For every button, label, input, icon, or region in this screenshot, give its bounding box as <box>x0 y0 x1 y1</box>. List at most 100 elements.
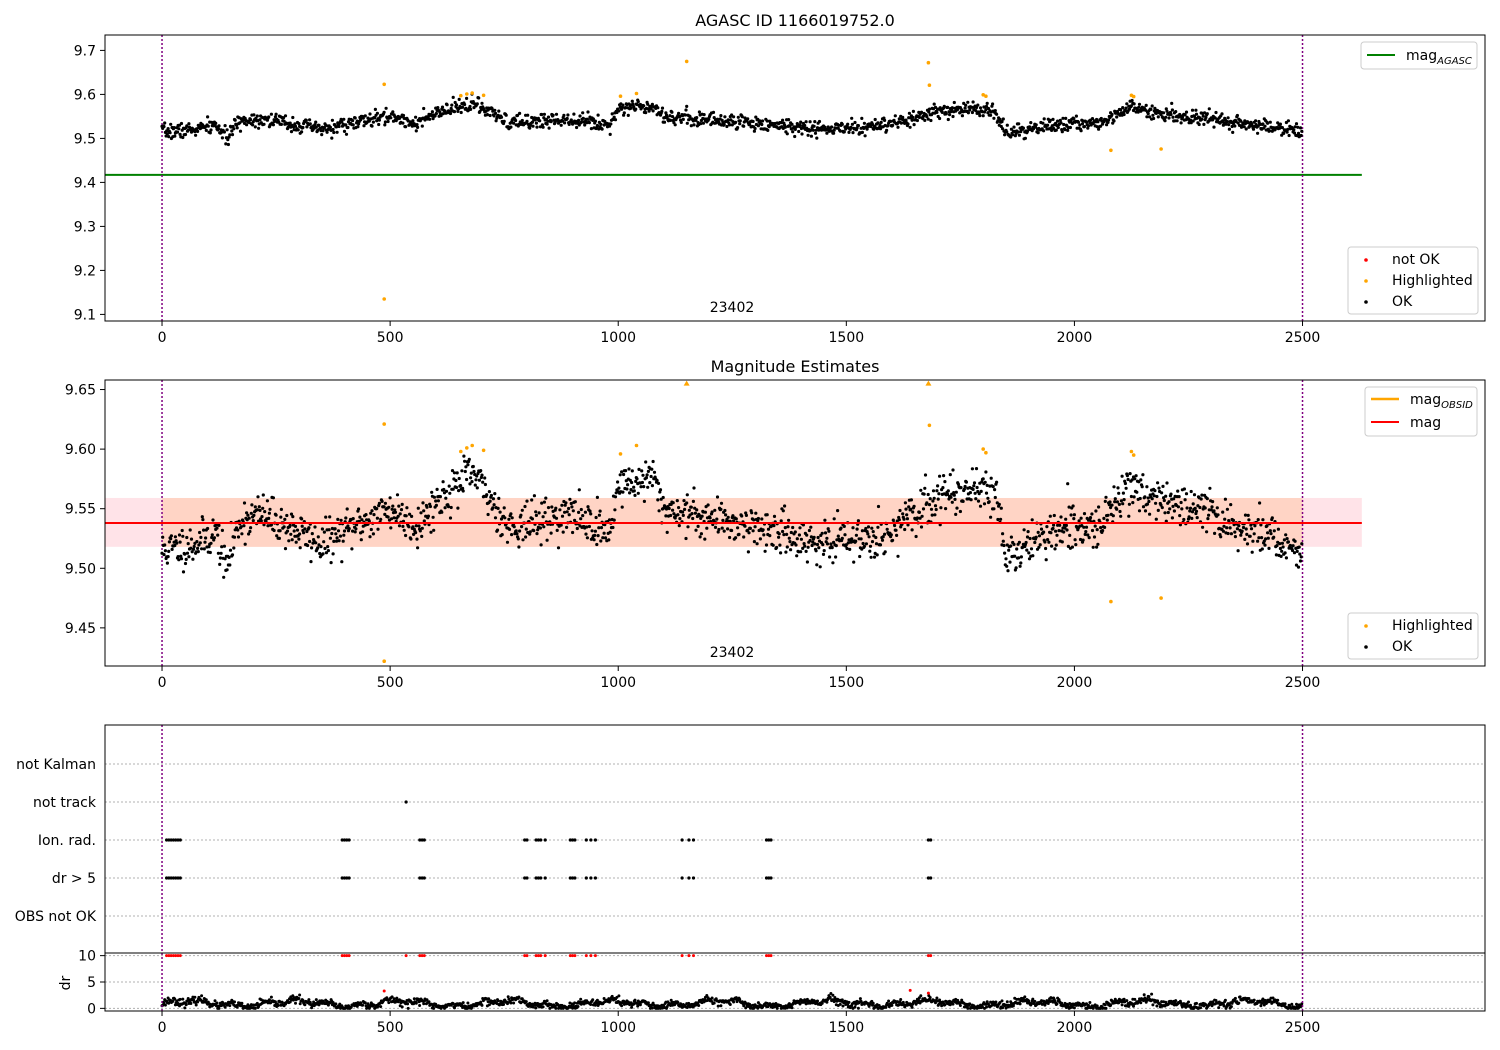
ok-point <box>646 485 650 489</box>
ok-point <box>563 510 567 514</box>
ok-point <box>1282 538 1286 542</box>
ok-point <box>766 128 770 132</box>
ok-point <box>414 524 418 528</box>
ok-point <box>433 114 437 118</box>
ok-point <box>428 117 432 121</box>
ok-point <box>208 550 212 555</box>
ok-point <box>254 116 258 120</box>
ok-point <box>876 121 880 125</box>
ok-point <box>518 111 522 115</box>
ok-point <box>192 547 196 551</box>
ok-point <box>941 486 945 490</box>
ok-point <box>235 126 239 130</box>
flag-point <box>926 838 931 842</box>
ok-point <box>461 489 465 493</box>
ok-point <box>1195 516 1199 520</box>
ok-point <box>1285 130 1289 134</box>
ok-point <box>223 557 227 561</box>
ok-point <box>1152 494 1156 498</box>
ok-point <box>685 104 689 108</box>
ok-point <box>686 525 690 529</box>
ok-point <box>1056 125 1060 130</box>
ok-point <box>1267 546 1271 551</box>
dr-point <box>509 1001 513 1005</box>
ok-point <box>995 480 999 484</box>
ok-point <box>1122 498 1126 502</box>
ok-point <box>1052 523 1056 527</box>
flag-point <box>404 800 408 804</box>
ok-point <box>1192 493 1197 497</box>
ok-point <box>289 512 294 516</box>
dr-point <box>196 1000 200 1004</box>
ok-point <box>942 104 946 108</box>
ok-point <box>485 493 489 497</box>
ok-point <box>645 473 649 477</box>
highlighted-point <box>1129 449 1134 454</box>
ok-point <box>751 529 755 533</box>
ok-point <box>1179 121 1183 125</box>
ok-point <box>1188 506 1193 510</box>
ok-point <box>710 510 714 514</box>
panel-agasc-plot: 0 500 1000 1500 2000 25009.19.29.39.49.59.69.… <box>74 35 1362 346</box>
ok-point <box>953 497 957 501</box>
flag-point <box>539 838 543 842</box>
ok-point <box>1122 112 1126 117</box>
dr-point <box>650 1006 654 1010</box>
ok-point <box>431 515 435 519</box>
ok-point <box>1212 509 1216 513</box>
ok-point <box>976 103 980 107</box>
dr-point <box>406 1002 410 1006</box>
ok-point <box>668 114 672 118</box>
ok-point <box>346 125 350 130</box>
dr-point <box>480 1003 484 1007</box>
ok-point <box>807 528 812 533</box>
ok-point <box>985 483 989 487</box>
ok-point <box>398 512 402 516</box>
ok-point <box>357 122 361 126</box>
ok-point <box>1229 532 1233 536</box>
ok-point <box>839 526 843 530</box>
ok-point <box>573 518 577 523</box>
ok-point <box>440 510 444 514</box>
ok-point <box>295 528 300 532</box>
ok-point <box>993 488 997 492</box>
ok-point <box>851 131 855 135</box>
ok-point <box>660 106 665 110</box>
ok-point <box>1172 509 1176 513</box>
ok-point <box>1237 123 1242 127</box>
ok-point <box>342 129 347 133</box>
ok-point <box>1001 117 1005 121</box>
ok-point <box>583 510 588 514</box>
ok-point <box>525 119 529 123</box>
ok-point <box>620 505 624 509</box>
ok-point <box>854 539 858 543</box>
ok-point <box>1199 497 1203 501</box>
ok-point <box>561 530 565 534</box>
ok-point <box>650 102 655 106</box>
ok-point <box>799 550 803 554</box>
flag-point <box>769 876 773 880</box>
ok-point <box>697 513 702 518</box>
dr-point <box>506 1002 509 1006</box>
ok-point <box>178 540 182 544</box>
ok-point <box>1127 502 1131 506</box>
ok-point <box>524 535 528 539</box>
dr-point <box>355 1004 359 1008</box>
ok-point <box>1265 524 1269 528</box>
dr-point <box>213 999 217 1003</box>
ok-point <box>273 119 277 123</box>
ok-point <box>475 102 479 106</box>
ok-point <box>524 527 528 531</box>
ok-point <box>469 476 473 480</box>
ok-point <box>919 488 923 492</box>
flag-point <box>347 838 351 842</box>
dr-point <box>312 1000 316 1004</box>
ok-point <box>1077 519 1081 523</box>
ok-point <box>1006 569 1010 573</box>
ok-point <box>740 115 744 119</box>
ok-point <box>783 526 787 530</box>
ok-point <box>585 536 590 540</box>
ok-point <box>620 470 624 474</box>
ok-point <box>169 537 173 541</box>
ok-point <box>752 518 756 522</box>
